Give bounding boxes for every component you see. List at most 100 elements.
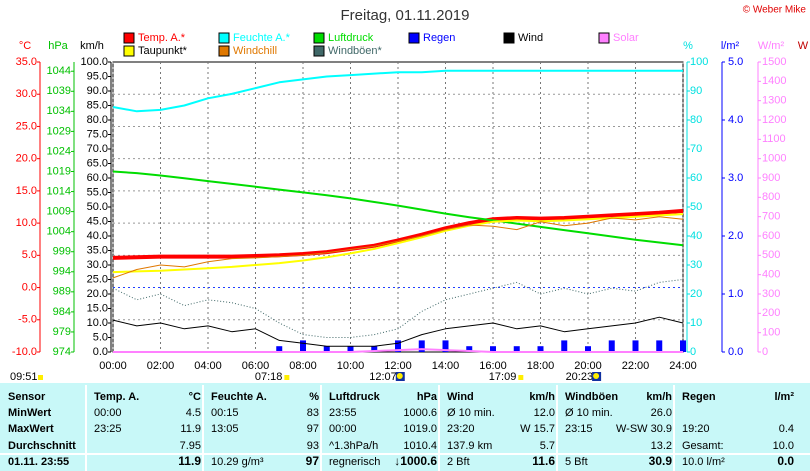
cell-note: ^1.3hPa/h (329, 440, 378, 452)
cell-value: 0.4 (779, 423, 794, 435)
table-header: °C (189, 391, 201, 403)
rain-bar (561, 340, 568, 352)
rain-bar (513, 346, 520, 352)
y-tick-label: 700 (762, 211, 780, 223)
y-tick-label: 85.0 (87, 99, 108, 111)
axis-title: °C (19, 40, 31, 52)
table-header: Windböen (565, 391, 618, 403)
cell-note: 23:15 (565, 423, 593, 435)
y-tick-label: 300 (762, 288, 780, 300)
legend-label: Wind (518, 32, 543, 44)
y-tick-label: 65.0 (87, 157, 108, 169)
cell-value: 5.7 (540, 440, 555, 452)
event-label: 12:07 (369, 371, 397, 383)
event-label: 09:51 (10, 371, 38, 383)
y-tick-label: 4.0 (728, 114, 743, 126)
table-header: Luftdruck (329, 391, 381, 403)
cell-value: 1010.4 (403, 440, 437, 452)
cell-note: Ø 10 min. (447, 407, 495, 419)
cell-note: 19:20 (682, 423, 710, 435)
row-label: 01.11. 23:55 (8, 456, 69, 468)
y-tick-label: 10.0 (16, 217, 37, 229)
y-tick-label: 0.0 (728, 346, 743, 358)
y-tick-label: 70 (690, 143, 702, 155)
y-tick-label: 1500 (762, 56, 786, 68)
y-tick-label: 994 (53, 266, 71, 278)
row-label: MinWert (8, 407, 52, 419)
table-header: km/h (646, 391, 672, 403)
table-header: hPa (417, 391, 438, 403)
x-tick-label: 16:00 (479, 360, 507, 372)
axis-title: l/m² (721, 40, 740, 52)
rain-bar (323, 346, 330, 352)
y-tick-label: 30.0 (16, 88, 37, 100)
y-tick-label: 35.0 (16, 56, 37, 68)
legend-label: Solar (613, 32, 639, 44)
rain-bar (680, 340, 686, 352)
y-tick-label: 3.0 (728, 172, 743, 184)
y-tick-label: 55.0 (87, 186, 108, 198)
y-tick-label: -10.0 (12, 346, 37, 358)
y-tick-label: 1024 (47, 145, 71, 157)
legend-swatch (313, 32, 325, 44)
y-tick-label: 45.0 (87, 215, 108, 227)
y-tick-label: 10.0 (87, 317, 108, 329)
y-tick-label: 1300 (762, 95, 786, 107)
series-line (113, 348, 683, 353)
y-tick-label: 40.0 (87, 230, 108, 242)
rain-bar (632, 340, 639, 352)
cell-note: Gesamt: (682, 440, 724, 452)
y-tick-label: 1009 (47, 206, 71, 218)
axis-title: W/m² (758, 40, 785, 52)
y-tick-label: 20.0 (87, 288, 108, 300)
x-tick-label: 04:00 (194, 360, 222, 372)
legend-swatch (123, 45, 135, 57)
rain-bar (300, 340, 306, 352)
y-tick-label: 1019 (47, 165, 71, 177)
cell-value: 12.0 (534, 407, 555, 419)
cell-value: 11.9 (178, 454, 201, 468)
cell-value: 10.0 (773, 440, 794, 452)
series-line (112, 170, 684, 247)
y-tick-label: 15.0 (16, 185, 37, 197)
y-tick-label: 60.0 (87, 172, 108, 184)
y-tick-label: 2.0 (728, 230, 743, 242)
y-tick-label: 15.0 (87, 302, 108, 314)
rain-bar (490, 346, 496, 352)
y-tick-label: 1029 (47, 125, 71, 137)
y-tick-label: 80 (690, 114, 702, 126)
y-tick-label: 1400 (762, 75, 786, 87)
table-header: l/m² (774, 391, 794, 403)
cell-value: 26.0 (651, 407, 672, 419)
cell-note: 00:15 (211, 407, 239, 419)
y-tick-label: 0.0 (93, 346, 108, 358)
rain-bar (395, 340, 401, 352)
cell-note: 13:05 (211, 423, 239, 435)
y-tick-label: 80.0 (87, 114, 108, 126)
event-icon (518, 375, 524, 380)
x-tick-label: 24:00 (669, 360, 697, 372)
y-tick-label: 95.0 (87, 70, 108, 82)
series-line (112, 316, 684, 347)
cell-value: 0.0 (777, 454, 794, 468)
rain-bar (276, 346, 283, 352)
cell-value: 93 (307, 440, 319, 452)
rain-bar (371, 346, 378, 352)
cell-note: 2 Bft (447, 456, 470, 468)
y-tick-label: 5.0 (728, 56, 743, 68)
axis-title: hPa (48, 40, 68, 52)
y-tick-label: 1039 (47, 85, 71, 97)
rain-bar (466, 346, 473, 352)
x-tick-label: 12:00 (384, 360, 412, 372)
cell-value: 7.95 (180, 440, 201, 452)
rain-bar (347, 346, 354, 352)
cell-value: W-SW 30.9 (616, 423, 672, 435)
y-tick-label: 979 (53, 326, 71, 338)
y-tick-label: 50.0 (87, 201, 108, 213)
x-tick-label: 02:00 (147, 360, 175, 372)
y-tick-label: 20 (690, 288, 702, 300)
x-tick-label: 18:00 (527, 360, 555, 372)
x-tick-label: 06:00 (242, 360, 270, 372)
event-label: 17:09 (489, 371, 517, 383)
axis-title: km/h (80, 40, 104, 52)
